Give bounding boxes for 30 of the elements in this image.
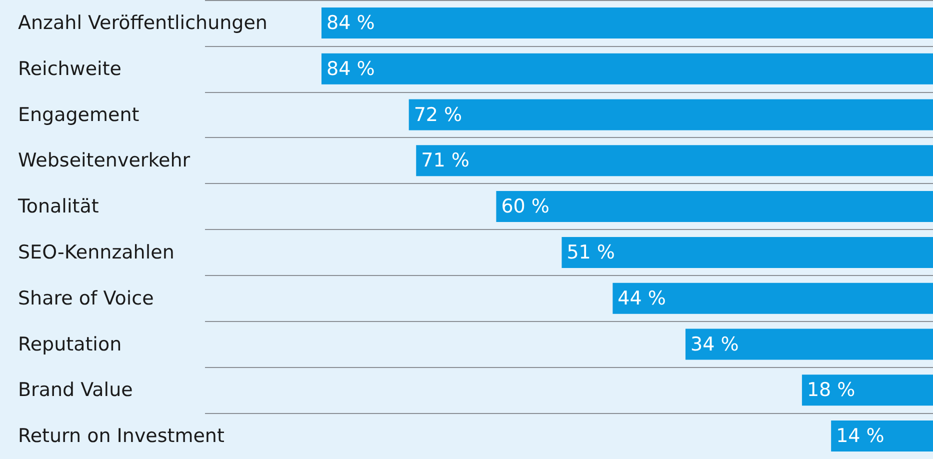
bar <box>802 374 933 406</box>
bar <box>685 328 933 360</box>
data-label: 44 % <box>618 287 666 310</box>
data-label: 51 % <box>566 241 615 264</box>
bar <box>416 145 933 176</box>
bar <box>321 53 933 84</box>
data-label: 84 % <box>326 12 375 34</box>
y-tick-label: Anzahl Veröffentlichungen <box>18 12 268 34</box>
y-tick-label: Engagement <box>18 104 140 126</box>
data-label: 72 % <box>414 104 462 126</box>
y-tick-label: Reichweite <box>18 58 122 80</box>
y-tick-label: Share of Voice <box>18 287 154 310</box>
bar <box>562 236 933 268</box>
bar <box>408 99 933 130</box>
bar <box>321 7 933 38</box>
y-tick-label: Reputation <box>18 333 122 356</box>
y-tick-label: Brand Value <box>18 379 133 402</box>
data-label: 60 % <box>501 196 550 218</box>
data-label: 14 % <box>836 425 884 448</box>
bar <box>496 191 933 222</box>
data-label: 18 % <box>806 379 856 402</box>
y-tick-label: Webseitenverkehr <box>18 150 190 172</box>
y-tick-label: Tonalität <box>17 196 99 218</box>
bar <box>612 282 933 314</box>
data-label: 34 % <box>690 333 739 356</box>
y-tick-label: Return on Investment <box>18 425 224 448</box>
bar <box>831 420 933 452</box>
data-label: 84 % <box>326 58 375 80</box>
y-tick-label: SEO-Kennzahlen <box>18 241 174 264</box>
data-label: 71 % <box>421 150 470 172</box>
